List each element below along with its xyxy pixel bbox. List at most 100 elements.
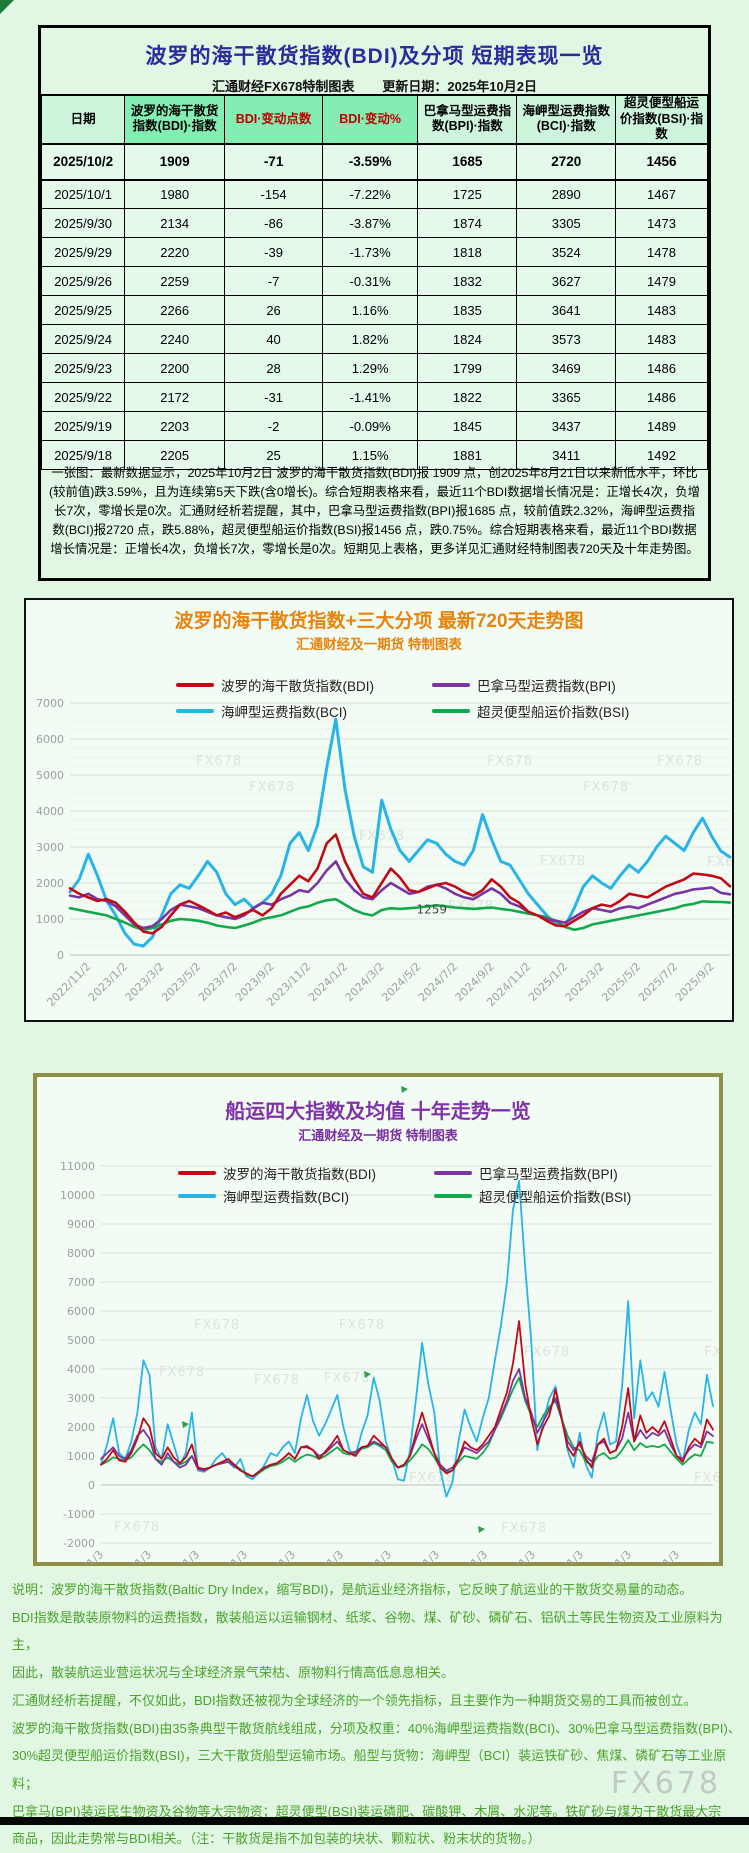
table-cell: -31 [224, 382, 324, 413]
legend-item: 巴拿马型运费指数(BPI) [434, 1161, 631, 1184]
table-cell: 1473 [615, 208, 708, 239]
footnote-block: 说明：波罗的海干散货指数(Baltic Dry Index，缩写BDI)，是航运… [12, 1576, 747, 1853]
table-cell: -0.09% [322, 411, 419, 442]
svg-text:2020/1/3: 2020/1/3 [398, 1548, 442, 1564]
svg-text:FX678: FX678 [540, 854, 586, 869]
footnote-line: 巴拿马(BPI)装运民生物资及谷物等大宗物资；超灵便型(BSI)装运磷肥、碳酸钾… [12, 1803, 722, 1819]
svg-text:FX678: FX678 [524, 1345, 570, 1360]
footnote-line: 说明：波罗的海干散货指数(Baltic Dry Index，缩写BDI)，是航运… [12, 1582, 693, 1597]
table-cell: -1.41% [322, 382, 419, 413]
svg-text:2025/9/2: 2025/9/2 [673, 960, 717, 1004]
legend-label: 波罗的海干散货指数(BDI) [223, 1166, 376, 1182]
svg-text:FX678: FX678 [704, 1345, 719, 1360]
table-cell: 1832 [417, 266, 518, 297]
svg-text:2013/1/3: 2013/1/3 [62, 1548, 106, 1564]
legend-item: 巴拿马型运费指数(BPI) [432, 672, 629, 698]
table-row: 2025/9/25 2266 26 1.16% 1835 3641 1483 [40, 295, 708, 326]
table-cell: 2025/9/24 [40, 324, 126, 355]
chart-10year-title: 船运四大指数及均值 十年走势一览 [225, 1101, 531, 1123]
svg-text:FX678: FX678 [707, 855, 732, 870]
table-cell: 1822 [417, 382, 518, 413]
table-cell: -154 [224, 179, 324, 210]
table-cell: 2220 [124, 237, 226, 268]
short-term-report-panel: 波罗的海干散货指数(BDI)及分项 短期表现一览 汇通财经FX678特制图表 更新… [38, 25, 711, 581]
legend-line-swatch [432, 709, 470, 713]
chart-10year-subtitle: 汇通财经及一期货 特制图表 [298, 1128, 458, 1143]
table-row: 2025/9/30 2134 -86 -3.87% 1874 3305 1473 [40, 208, 708, 239]
chart-720day-title: 波罗的海干散货指数+三大分项 最新720天走势图 [174, 611, 584, 632]
table-cell: 1.82% [322, 324, 419, 355]
svg-text:2017/1/3: 2017/1/3 [254, 1548, 298, 1564]
table-cell: 1.29% [322, 353, 419, 384]
legend-line-swatch [434, 1193, 472, 1198]
table-cell: 3469 [516, 353, 617, 384]
svg-text:2024/7/2: 2024/7/2 [416, 960, 460, 1004]
svg-text:5000: 5000 [67, 1334, 95, 1347]
svg-text:8000: 8000 [67, 1247, 95, 1260]
legend-line-swatch [178, 1170, 216, 1175]
svg-text:FX678: FX678 [114, 1520, 160, 1535]
chart-720day-legend: 波罗的海干散货指数(BDI) 巴拿马型运费指数(BPI) 海岬型运费指数(BCI) 超… [176, 672, 629, 724]
footnote-line: 因此，散装航运业营运状况与全球经济景气荣枯、原物料行情高低息息相关。 [12, 1665, 455, 1681]
svg-text:5000: 5000 [36, 769, 64, 782]
table-cell: 1492 [615, 440, 708, 471]
table-cell: -0.31% [322, 266, 419, 297]
column-header: 海岬型运费指数(BCI)·指数 [516, 94, 617, 145]
svg-text:FX678: FX678 [159, 1365, 205, 1380]
summary-paragraph: 一张图：最新数据显示，2025年10月2日 波罗的海干散货指数(BDI)报 19… [49, 466, 701, 556]
table-header-row: 日期 波罗的海干散货指数(BDI)·指数 BDI·变动点数 BDI·变动% 巴拿马型运费… [40, 94, 708, 145]
svg-text:2000: 2000 [36, 877, 64, 890]
table-cell: 3305 [516, 208, 617, 239]
svg-text:11000: 11000 [60, 1160, 95, 1173]
column-header: 波罗的海干散货指数(BDI)·指数 [124, 94, 226, 145]
svg-text:FX678: FX678 [196, 754, 242, 769]
column-header: 日期 [40, 94, 126, 145]
svg-text:10000: 10000 [60, 1189, 95, 1202]
svg-text:2000: 2000 [67, 1421, 95, 1434]
table-cell: -3.59% [322, 143, 419, 181]
svg-text:2023/5/2: 2023/5/2 [159, 960, 203, 1004]
svg-text:2024/1/3: 2024/1/3 [590, 1548, 634, 1564]
svg-text:2018/1/3: 2018/1/3 [302, 1548, 346, 1564]
table-cell: 1467 [615, 179, 708, 210]
table-cell: 26 [224, 295, 324, 326]
svg-text:2022/11/2: 2022/11/2 [44, 960, 93, 1009]
legend-line-swatch [176, 709, 214, 713]
table-cell: 1980 [124, 179, 226, 210]
chart-720day-panel: 0 1000 2000 3000 4000 5000 6000 7000 2022/11/2 20… [24, 598, 734, 1022]
svg-text:FX678: FX678 [448, 899, 494, 914]
svg-text:2022/1/3: 2022/1/3 [494, 1548, 538, 1564]
svg-text:3000: 3000 [67, 1392, 95, 1405]
table-cell: 1486 [615, 353, 708, 384]
legend-item: 波罗的海干散货指数(BDI) [176, 672, 432, 698]
svg-text:FX678: FX678 [694, 1471, 719, 1486]
chart-720day-canvas: 010002000300040005000600070002022/11/220… [36, 697, 732, 1009]
svg-text:1000: 1000 [36, 913, 64, 926]
chart-10year-canvas: -2000 -1000 0 1000 2000 3000 4000 5000 6000 7000 8… [60, 1086, 719, 1564]
svg-text:4000: 4000 [67, 1363, 95, 1376]
legend-label: 巴拿马型运费指数(BPI) [477, 679, 616, 694]
svg-text:2025/3/2: 2025/3/2 [563, 960, 607, 1004]
svg-text:FX678: FX678 [324, 1371, 370, 1386]
footnote-line: 波罗的海干散货指数(BDI)由35条典型干散货航线组成，分项及权重：40%海岬型… [12, 1720, 741, 1736]
legend-label: 海岬型运费指数(BCI) [221, 705, 347, 720]
table-cell: 2025/10/1 [40, 179, 126, 210]
svg-text:2023/3/2: 2023/3/2 [123, 960, 167, 1004]
table-cell: -7.22% [322, 179, 419, 210]
table-cell: 3411 [516, 440, 617, 471]
table-cell: 1479 [615, 266, 708, 297]
table-cell: -86 [224, 208, 324, 239]
svg-text:7000: 7000 [67, 1276, 95, 1289]
chart-10year-legend: 波罗的海干散货指数(BDI) 巴拿马型运费指数(BPI) 海岬型运费指数(BCI) 超… [178, 1161, 631, 1207]
column-header: BDI·变动点数 [224, 94, 324, 145]
brand-watermark: FX678 [610, 1766, 721, 1801]
column-header: BDI·变动% [322, 94, 419, 145]
table-row: 2025/9/19 2203 -2 -0.09% 1845 3437 1489 [40, 411, 708, 442]
table-cell: -1.73% [322, 237, 419, 268]
svg-text:FX678: FX678 [359, 829, 405, 844]
column-header: 巴拿马型运费指数(BPI)·指数 [417, 94, 518, 145]
table-cell: 3365 [516, 382, 617, 413]
table-cell: 2025/9/18 [40, 440, 126, 471]
svg-text:FX678: FX678 [657, 754, 703, 769]
